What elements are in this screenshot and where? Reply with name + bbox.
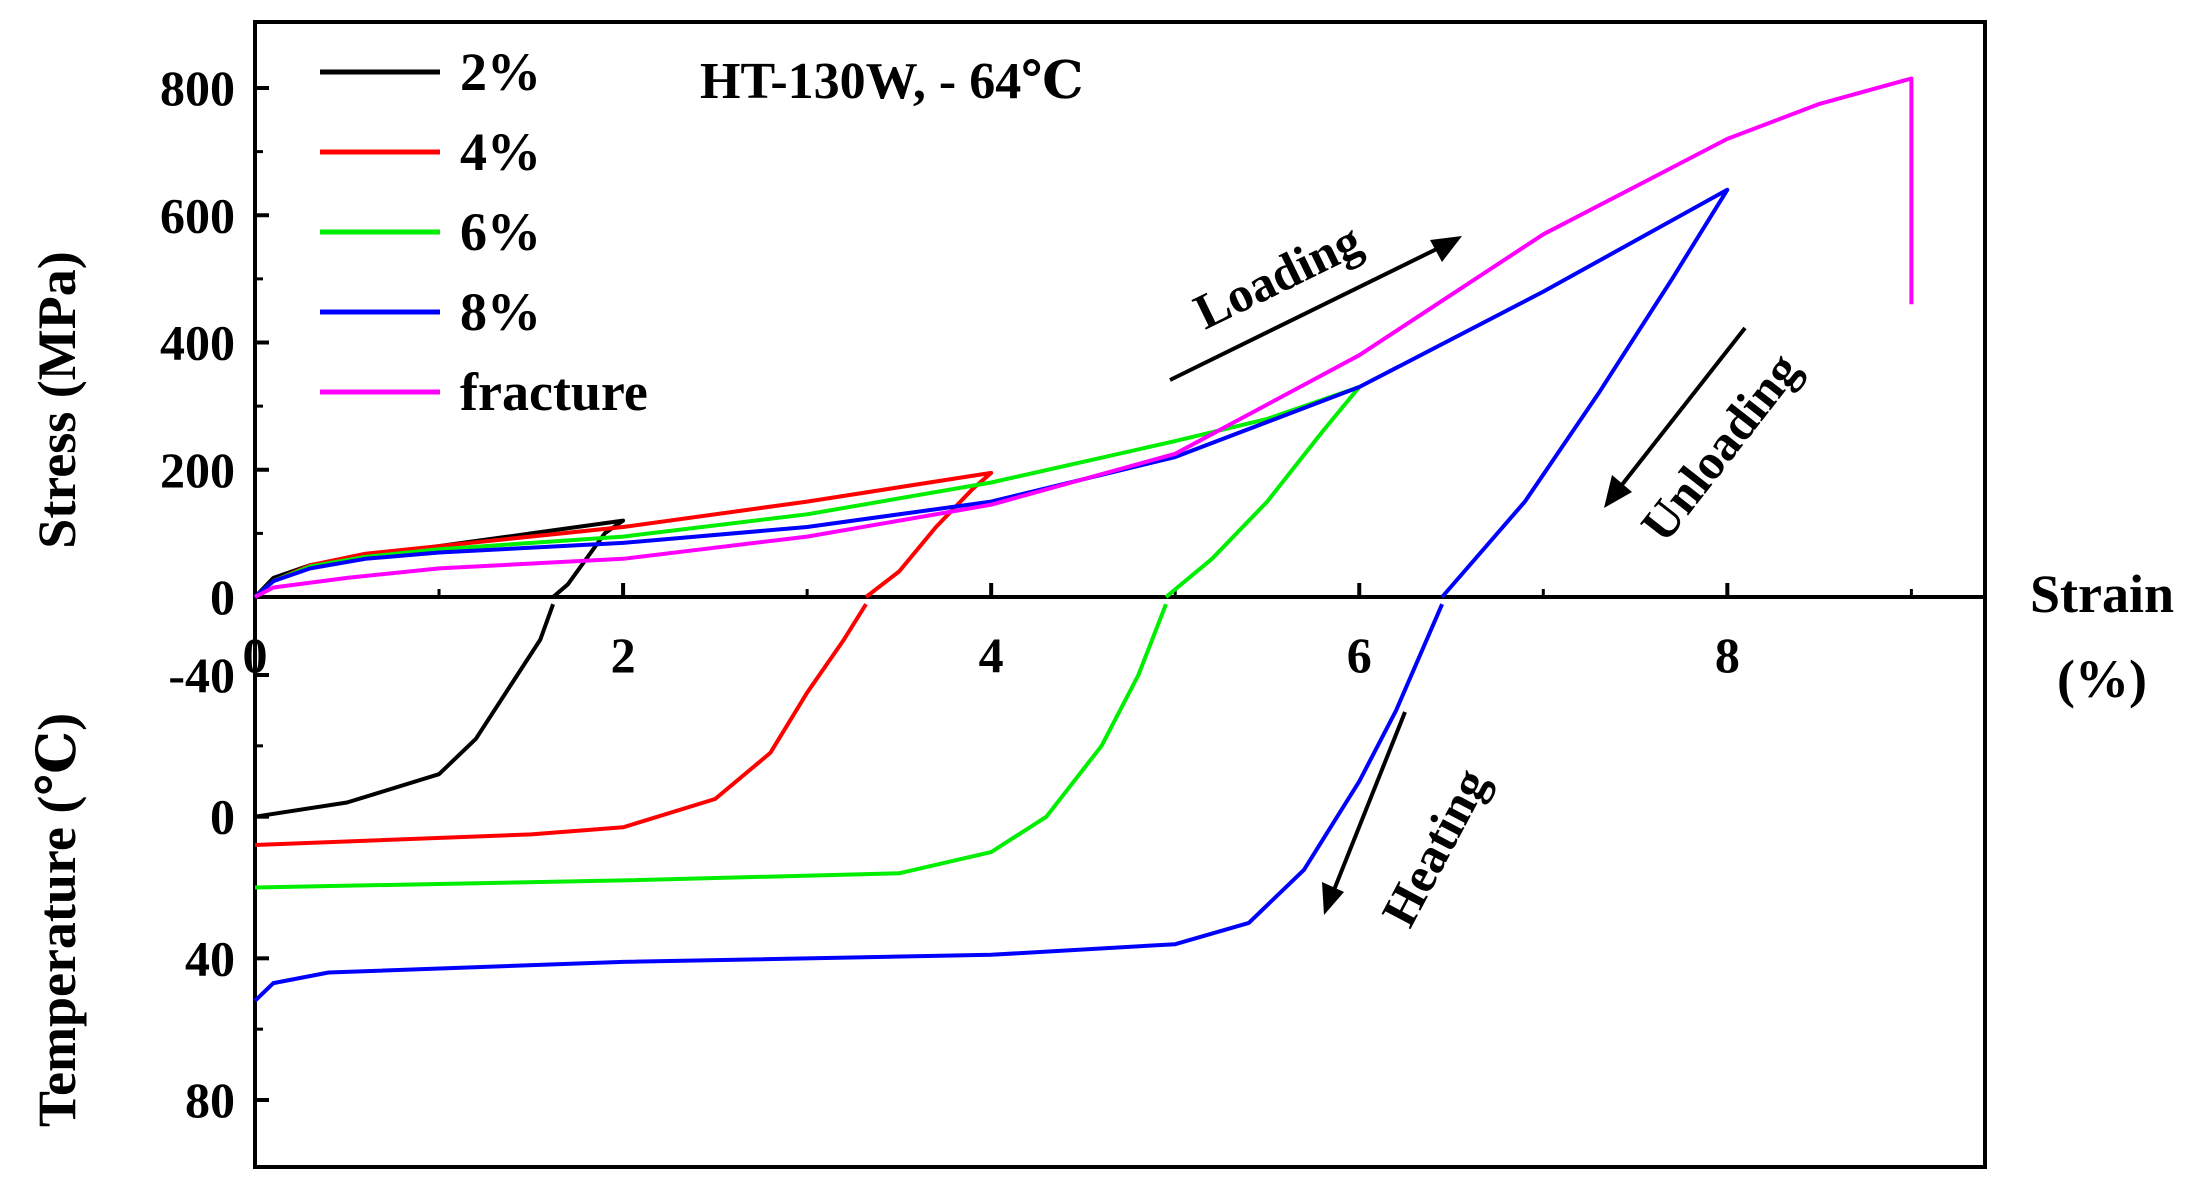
strain-axis-unit: (%) (2057, 649, 2147, 709)
legend-label: 8% (460, 282, 541, 342)
stress-tick-label: 400 (160, 315, 235, 371)
temperature-series-8pct (253, 603, 1444, 1003)
stress-axis-title: Stress (MPa) (27, 251, 87, 548)
unloading-arrow-head (1604, 475, 1632, 508)
unloading-arrow (1608, 326, 1747, 502)
legend: 2% 4% 6% 8% fracture (320, 42, 648, 422)
stress-series-group (253, 76, 1914, 599)
legend-label: 6% (460, 202, 541, 262)
strain-axis-title: Strain (2030, 564, 2174, 624)
temperature-tick-label: 80 (185, 1072, 235, 1128)
stress-series-6pct (253, 385, 1362, 599)
temperature-tick-label: -40 (168, 647, 235, 703)
stress-tick-label: 0 (210, 569, 235, 625)
stress-series-fracture (254, 76, 1914, 599)
strain-tick-label: 4 (979, 627, 1004, 683)
temperature-axis-ticks: -40 0 40 80 (168, 647, 269, 1128)
stress-tick-label: 800 (160, 60, 235, 116)
loading-arrow (1169, 238, 1456, 382)
heating-annotation: Heating (1322, 711, 1499, 935)
strain-tick-label: 6 (1347, 627, 1372, 683)
chart-title: HT-130W, - 64℃ (700, 53, 1084, 110)
legend-label: 4% (460, 122, 541, 182)
strain-tick-label: 8 (1715, 627, 1740, 683)
heating-label: Heating (1370, 759, 1499, 935)
strain-tick-label: 2 (611, 627, 636, 683)
heating-arrow (1326, 711, 1407, 906)
stress-tick-label: 600 (160, 187, 235, 243)
temperature-series-6pct (254, 603, 1168, 890)
stress-axis-ticks: 0 200 400 600 800 (160, 60, 269, 625)
temperature-series-group (253, 603, 1444, 1003)
temperature-axis-title: Temperature (℃) (27, 713, 87, 1127)
legend-label: 2% (460, 42, 541, 102)
loading-label: Loading (1185, 212, 1369, 340)
temperature-series-2pct (254, 603, 555, 819)
unloading-annotation: Unloading (1604, 326, 1811, 552)
unloading-label: Unloading (1630, 342, 1811, 552)
temperature-tick-label: 0 (210, 789, 235, 845)
temperature-series-4pct (254, 603, 868, 847)
strain-axis-ticks: 0 2 4 6 8 (243, 583, 1913, 683)
legend-label: fracture (460, 362, 648, 422)
strain-tick-label: 0 (243, 627, 268, 683)
heating-arrow-head (1322, 882, 1344, 915)
loading-arrow-head (1430, 236, 1462, 262)
stress-tick-label: 200 (160, 442, 235, 498)
temperature-tick-label: 40 (185, 930, 235, 986)
